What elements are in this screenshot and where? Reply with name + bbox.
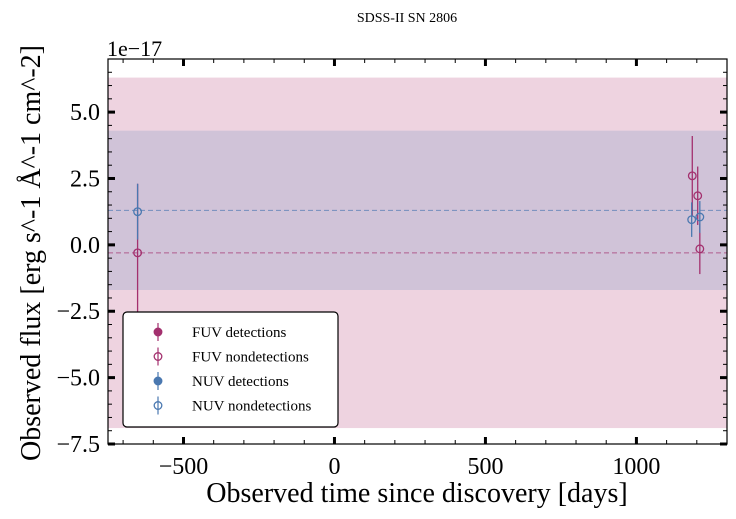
fuv-nondetections-point-1 (687, 171, 697, 181)
y-offset-label: 1e−17 (107, 36, 162, 61)
y-tick-label: −7.5 (56, 432, 100, 458)
y-tick-label: 2.5 (70, 166, 100, 192)
x-tick-label: −500 (159, 454, 209, 480)
fuv-nondetections-point-3 (695, 244, 705, 254)
x-tick-label: 1000 (612, 454, 660, 480)
legend-marker-nuv-nondetections (153, 401, 163, 410)
legend-label-nuv-detections: NUV detections (192, 374, 289, 390)
y-tick-label: 5.0 (70, 100, 100, 126)
fuv-nondetections-point-0 (133, 248, 143, 258)
fuv-nondetections-point-2 (693, 191, 703, 201)
nuv-nondetections-point-0 (133, 207, 143, 217)
legend-label-fuv-nondetections: FUV nondetections (192, 350, 309, 366)
y-tick-label: −5.0 (56, 366, 100, 392)
legend-label-nuv-nondetections: NUV nondetections (192, 399, 311, 415)
legend-marker-nuv-detections (153, 376, 163, 386)
x-tick-label: 500 (467, 454, 503, 480)
legend-marker-fuv-nondetections (153, 352, 163, 361)
legend-marker-fuv-detections (153, 327, 163, 337)
data-points (133, 136, 705, 322)
y-tick-label: −2.5 (56, 299, 100, 325)
x-axis-label: Observed time since discovery [days] (206, 478, 627, 509)
x-tick-label: 0 (328, 454, 340, 480)
nuv-nondetections-point-2 (695, 212, 705, 222)
y-axis-label: Observed flux [erg s^-1 Å^-1 cm^-2] (16, 45, 47, 461)
legend: FUV detections FUV nondetections NUV detec… (122, 311, 339, 428)
plot-frame (107, 58, 728, 445)
legend-box (122, 311, 339, 428)
legend-label-fuv-detections: FUV detections (192, 325, 286, 341)
nuv-nondetections-point-1 (687, 215, 697, 225)
axes: −500 0 500 1000 −7.5 −5.0 −2.5 0.0 2.5 5.0 (56, 58, 728, 480)
chart-title: SDSS-II SN 2806 (357, 11, 457, 26)
y-tick-label: 0.0 (70, 233, 100, 259)
